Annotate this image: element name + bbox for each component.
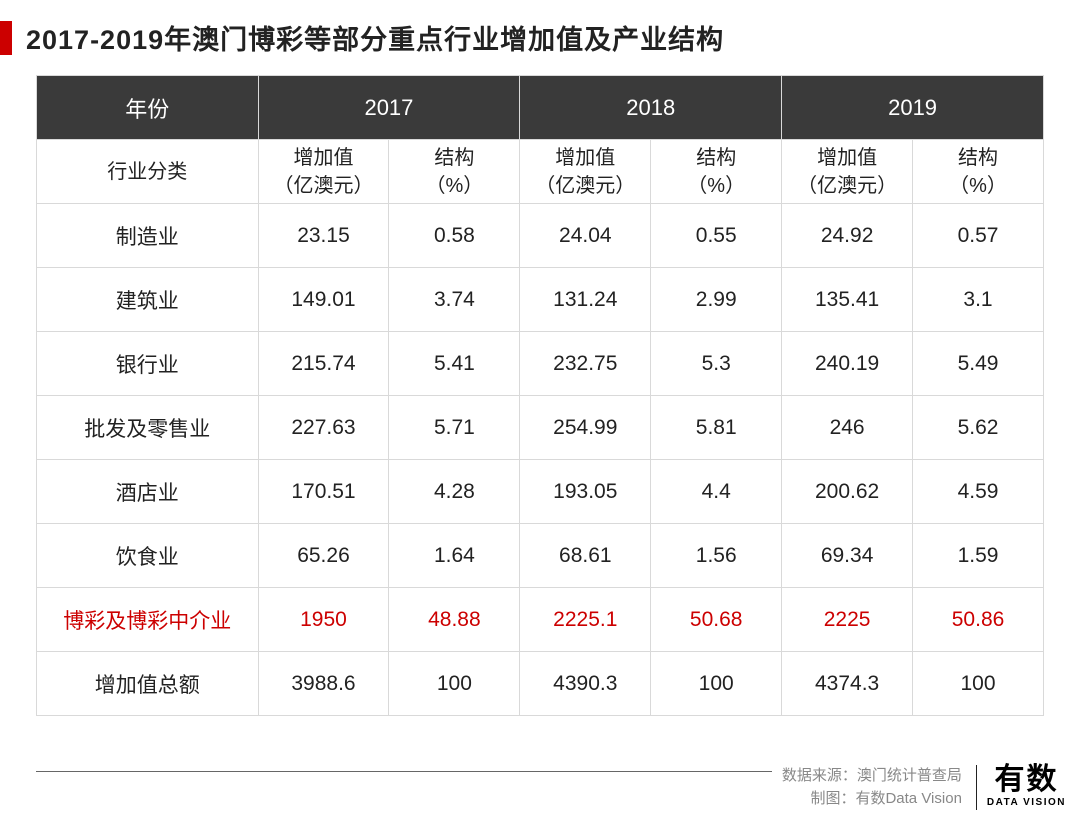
row-cell: 5.81 — [651, 396, 782, 460]
row-cell: 0.55 — [651, 204, 782, 268]
subheader-value: 增加值 （亿澳元） — [520, 140, 651, 204]
row-cell: 149.01 — [258, 268, 389, 332]
row-cell: 4.4 — [651, 460, 782, 524]
row-cell: 1.64 — [389, 524, 520, 588]
row-cell: 5.71 — [389, 396, 520, 460]
row-label: 增加值总额 — [37, 652, 259, 716]
subheader-structure: 结构 （%） — [389, 140, 520, 204]
logo: 有数 DATA VISION — [976, 765, 1066, 810]
row-cell: 4374.3 — [782, 652, 913, 716]
row-label: 酒店业 — [37, 460, 259, 524]
row-cell: 3.74 — [389, 268, 520, 332]
row-cell: 3.1 — [913, 268, 1044, 332]
row-cell: 24.92 — [782, 204, 913, 268]
subheader-structure: 结构 （%） — [913, 140, 1044, 204]
header-year-label: 年份 — [37, 76, 259, 140]
subheader-category: 行业分类 — [37, 140, 259, 204]
row-cell: 24.04 — [520, 204, 651, 268]
row-cell: 100 — [651, 652, 782, 716]
table-row: 制造业23.150.5824.040.5524.920.57 — [37, 204, 1044, 268]
row-cell: 50.86 — [913, 588, 1044, 652]
row-cell: 131.24 — [520, 268, 651, 332]
header-year-2019: 2019 — [782, 76, 1044, 140]
row-cell: 5.49 — [913, 332, 1044, 396]
table-header-row: 年份 2017 2018 2019 — [37, 76, 1044, 140]
row-cell: 2225 — [782, 588, 913, 652]
row-cell: 100 — [913, 652, 1044, 716]
row-cell: 69.34 — [782, 524, 913, 588]
logo-en: DATA VISION — [987, 797, 1066, 808]
row-cell: 1.59 — [913, 524, 1044, 588]
row-cell: 170.51 — [258, 460, 389, 524]
row-cell: 100 — [389, 652, 520, 716]
row-cell: 48.88 — [389, 588, 520, 652]
row-cell: 5.62 — [913, 396, 1044, 460]
footer-divider — [36, 771, 772, 772]
subheader-value: 增加值 （亿澳元） — [258, 140, 389, 204]
table-row: 酒店业170.514.28193.054.4200.624.59 — [37, 460, 1044, 524]
accent-block — [0, 21, 12, 55]
row-cell: 215.74 — [258, 332, 389, 396]
table-row: 批发及零售业227.635.71254.995.812465.62 — [37, 396, 1044, 460]
table-row: 银行业215.745.41232.755.3240.195.49 — [37, 332, 1044, 396]
row-cell: 23.15 — [258, 204, 389, 268]
row-cell: 232.75 — [520, 332, 651, 396]
row-cell: 227.63 — [258, 396, 389, 460]
row-cell: 1.56 — [651, 524, 782, 588]
row-cell: 0.57 — [913, 204, 1044, 268]
row-cell: 246 — [782, 396, 913, 460]
footer: 数据来源：澳门统计普查局 制图：有数Data Vision 有数 DATA VI… — [0, 765, 1080, 810]
subheader-value: 增加值 （亿澳元） — [782, 140, 913, 204]
row-cell: 5.41 — [389, 332, 520, 396]
row-label: 建筑业 — [37, 268, 259, 332]
table-row: 建筑业149.013.74131.242.99135.413.1 — [37, 268, 1044, 332]
header-year-2017: 2017 — [258, 76, 520, 140]
header-year-2018: 2018 — [520, 76, 782, 140]
row-cell: 65.26 — [258, 524, 389, 588]
table-row: 增加值总额3988.61004390.31004374.3100 — [37, 652, 1044, 716]
table-row: 博彩及博彩中介业195048.882225.150.68222550.86 — [37, 588, 1044, 652]
title-bar: 2017-2019年澳门博彩等部分重点行业增加值及产业结构 — [0, 0, 1080, 75]
footer-text: 数据来源：澳门统计普查局 制图：有数Data Vision — [782, 765, 962, 810]
table-body: 行业分类增加值 （亿澳元）结构 （%）增加值 （亿澳元）结构 （%）增加值 （亿… — [37, 140, 1044, 716]
row-cell: 0.58 — [389, 204, 520, 268]
table-container: 年份 2017 2018 2019 行业分类增加值 （亿澳元）结构 （%）增加值… — [0, 75, 1080, 716]
row-label: 批发及零售业 — [37, 396, 259, 460]
industry-table: 年份 2017 2018 2019 行业分类增加值 （亿澳元）结构 （%）增加值… — [36, 75, 1044, 716]
row-cell: 68.61 — [520, 524, 651, 588]
subheader-structure: 结构 （%） — [651, 140, 782, 204]
footer-source: 数据来源：澳门统计普查局 — [782, 765, 962, 788]
row-cell: 193.05 — [520, 460, 651, 524]
row-label: 银行业 — [37, 332, 259, 396]
row-label: 制造业 — [37, 204, 259, 268]
row-cell: 4.59 — [913, 460, 1044, 524]
table-subheader-row: 行业分类增加值 （亿澳元）结构 （%）增加值 （亿澳元）结构 （%）增加值 （亿… — [37, 140, 1044, 204]
row-cell: 2225.1 — [520, 588, 651, 652]
row-cell: 3988.6 — [258, 652, 389, 716]
row-cell: 200.62 — [782, 460, 913, 524]
row-cell: 4390.3 — [520, 652, 651, 716]
row-cell: 5.3 — [651, 332, 782, 396]
row-cell: 1950 — [258, 588, 389, 652]
table-row: 饮食业65.261.6468.611.5669.341.59 — [37, 524, 1044, 588]
footer-credit: 制图：有数Data Vision — [782, 788, 962, 811]
row-cell: 2.99 — [651, 268, 782, 332]
row-cell: 240.19 — [782, 332, 913, 396]
row-label: 博彩及博彩中介业 — [37, 588, 259, 652]
row-cell: 135.41 — [782, 268, 913, 332]
row-cell: 50.68 — [651, 588, 782, 652]
row-cell: 4.28 — [389, 460, 520, 524]
row-label: 饮食业 — [37, 524, 259, 588]
logo-cn: 有数 — [994, 765, 1058, 795]
row-cell: 254.99 — [520, 396, 651, 460]
page-title: 2017-2019年澳门博彩等部分重点行业增加值及产业结构 — [26, 18, 724, 57]
